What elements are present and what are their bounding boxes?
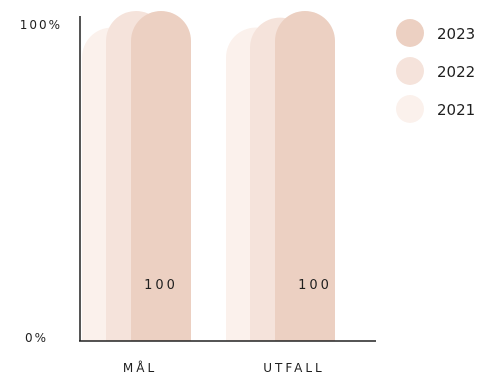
y-tick-label-bottom: 0%	[25, 331, 48, 345]
bar-2023-mal	[131, 11, 191, 341]
bars-group	[82, 11, 335, 342]
legend-label-2021: 2021	[437, 101, 475, 119]
data-label-utfall: 100	[298, 278, 332, 293]
legend: 2023 2022 2021	[396, 19, 475, 123]
legend-swatch-2022	[396, 57, 424, 85]
y-tick-label-top: 100%	[20, 18, 62, 32]
legend-label-2023: 2023	[437, 25, 475, 43]
x-category-label-utfall: UTFALL	[263, 361, 325, 375]
legend-label-2022: 2022	[437, 63, 475, 81]
legend-swatch-2023	[396, 19, 424, 47]
legend-swatch-2021	[396, 95, 424, 123]
data-label-mal: 100	[144, 278, 178, 293]
x-category-label-mal: MÅL	[123, 360, 157, 375]
bar-2023-utfall	[275, 11, 335, 341]
